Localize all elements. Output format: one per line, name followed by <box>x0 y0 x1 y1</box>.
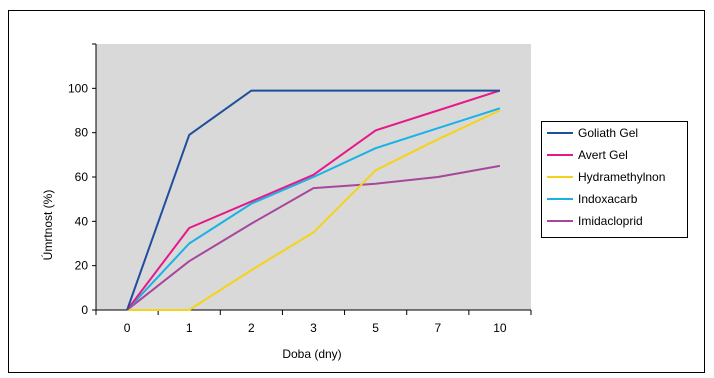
series-group <box>126 89 501 311</box>
y-tick-label: 60 <box>75 170 89 184</box>
x-tick-label: 1 <box>186 321 193 335</box>
y-tick-label: 100 <box>68 81 88 95</box>
series-line-hydramethylnon <box>127 109 501 311</box>
legend: Goliath Gel Avert Gel Hydramethylnon Indoxa… <box>541 121 688 238</box>
y-axis-label: Úmrtnost (%) <box>40 190 55 261</box>
x-tick-label: 3 <box>310 321 317 335</box>
legend-box <box>541 121 688 238</box>
legend-label-imidacloprid: Imidacloprid <box>578 214 643 228</box>
x-tick-label: 10 <box>493 321 507 335</box>
y-tick-label: 0 <box>81 303 88 317</box>
y-tick-label: 20 <box>75 259 89 273</box>
y-tick-label: 40 <box>75 214 89 228</box>
legend-label-avert-gel: Avert Gel <box>578 148 628 162</box>
series-line-avert-gel <box>126 89 501 311</box>
legend-label-indoxacarb: Indoxacarb <box>578 192 638 206</box>
x-axis-label: Doba (dny) <box>282 347 341 361</box>
x-tick-label: 5 <box>372 321 379 335</box>
series-line-imidacloprid <box>126 164 501 311</box>
x-tick-label: 7 <box>434 321 441 335</box>
x-tick-label: 0 <box>124 321 131 335</box>
y-tick-label: 80 <box>75 126 89 140</box>
series-line-goliath-gel <box>126 89 500 311</box>
series-line-indoxacarb <box>126 107 501 311</box>
legend-label-hydramethylnon: Hydramethylnon <box>578 170 665 184</box>
legend-label-goliath-gel: Goliath Gel <box>578 126 638 140</box>
x-tick-label: 2 <box>248 321 255 335</box>
